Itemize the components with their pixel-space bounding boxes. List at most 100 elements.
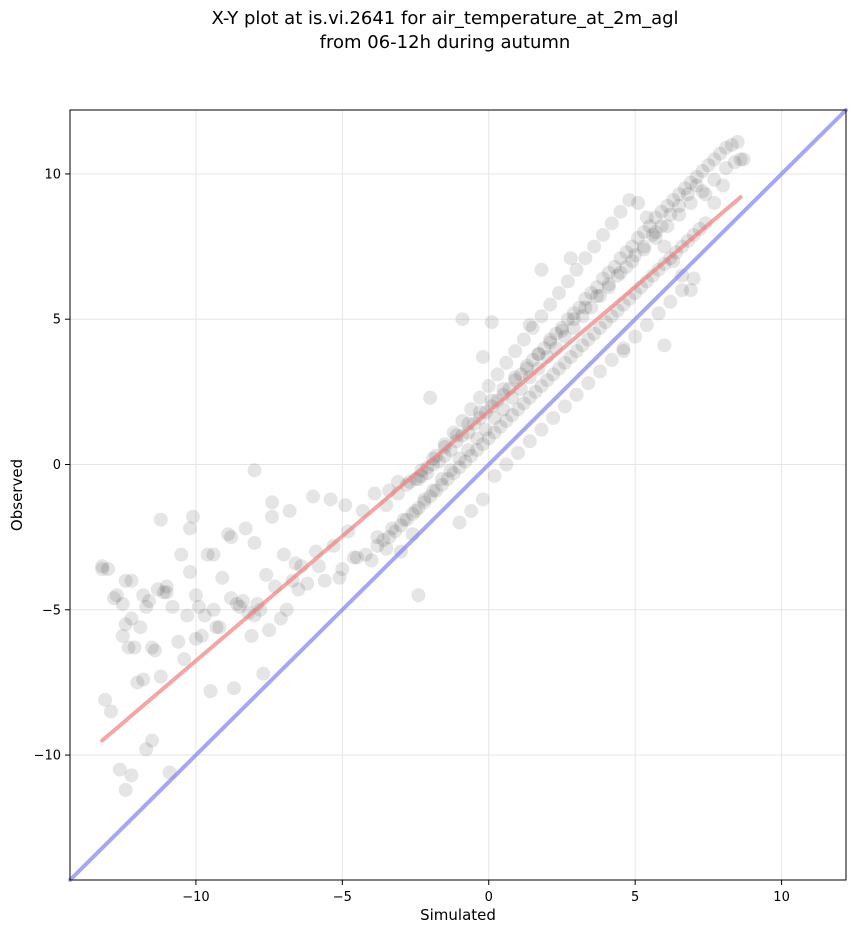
scatter-point [115,628,130,643]
scatter-point [525,320,540,335]
scatter-point [601,277,616,292]
scatter-point [382,530,397,545]
grid-lines [70,110,846,880]
scatter-point [622,193,637,208]
scatter-point [265,509,280,524]
scatter-point [399,512,414,527]
scatter-point [730,134,745,149]
scatter-point [616,341,631,356]
scatter-point [136,672,151,687]
scatter-point [593,364,608,379]
y-tick-label: 5 [53,313,61,328]
scatter-point [104,704,118,719]
scatter-point [487,469,502,484]
scatter-point [654,204,669,219]
scatter-point [215,570,230,585]
scatter-point [388,524,403,539]
scatter-point [727,155,742,170]
scatter-point [654,219,669,234]
scatter-point [221,527,236,542]
scatter-point [194,628,209,643]
scatter-point [461,442,476,457]
scatter-point [522,318,537,333]
reference-lines [68,108,848,882]
scatter-point [648,230,663,245]
scatter-point [587,239,602,254]
scatter-point [185,509,200,524]
scatter-point [689,169,704,184]
scatter-point [642,219,657,234]
scatter-point [505,408,520,423]
scatter-point [458,454,473,469]
scatter-point [569,387,584,402]
scatter-point [575,309,590,324]
scatter-point [525,352,540,367]
scatter-point [604,352,619,367]
scatter-point [554,320,569,335]
scatter-point [262,623,277,638]
scatter-point [701,158,716,173]
scatter-point [288,556,303,571]
scatter-point [174,547,189,562]
scatter-point [619,259,634,274]
x-tick-label: 10 [773,890,790,905]
scatter-point [593,288,608,303]
scatter-point [156,585,171,600]
scatter-point [212,620,227,635]
scatter-point [396,512,411,527]
scatter-point [159,579,174,594]
scatter-point [666,193,681,208]
scatter-point [531,347,546,362]
scatter-point [411,588,426,603]
scatter-point [607,259,622,274]
scatter-point [552,286,567,301]
scatter-point [543,297,558,312]
scatter-point [434,472,449,487]
scatter-point [628,329,643,344]
scatter-point [144,733,159,748]
scatter-point [490,367,505,382]
plot-area-frame [69,109,847,881]
scatter-point [197,608,212,623]
scatter-point [347,550,362,565]
scatter-point [718,161,733,176]
scatter-point [557,355,572,370]
scatter-point [153,512,168,527]
scatter-point [130,675,145,690]
scatter-point [335,562,350,577]
scatter-point [683,283,698,298]
scatter-point [484,315,499,330]
chart-title: X-Y plot at is.vi.2641 for air_temperatu… [211,8,678,29]
scatter-point [109,588,124,603]
scatter-point [695,184,710,199]
scatter-point [566,312,581,327]
scatter-point [490,393,505,408]
x-tick-label: −10 [182,890,209,905]
scatter-point [306,489,321,504]
scatter-point [393,518,408,533]
scatter-point [253,602,268,617]
scatter-point [522,434,537,449]
scatter-point [256,666,271,681]
scatter-point [645,268,660,283]
scatter-point [188,631,203,646]
scatter-point [686,271,701,286]
scatter-point [557,329,572,344]
scatter-point [563,251,578,266]
scatter-point [464,402,479,417]
scatter-point [180,608,195,623]
scatter-point [247,535,262,550]
scatter-point [672,198,687,213]
x-tick-label: −5 [333,890,352,905]
scatter-point [273,611,288,626]
scatter-point [499,413,514,428]
scatter-point [496,381,511,396]
scatter-point [282,503,297,518]
scatter-point [423,489,438,504]
scatter-point [379,541,394,556]
scatter-point [683,195,698,210]
scatter-point [434,477,449,492]
scatter-point [139,599,154,614]
scatter-point [540,373,555,388]
scatter-point [648,225,663,240]
